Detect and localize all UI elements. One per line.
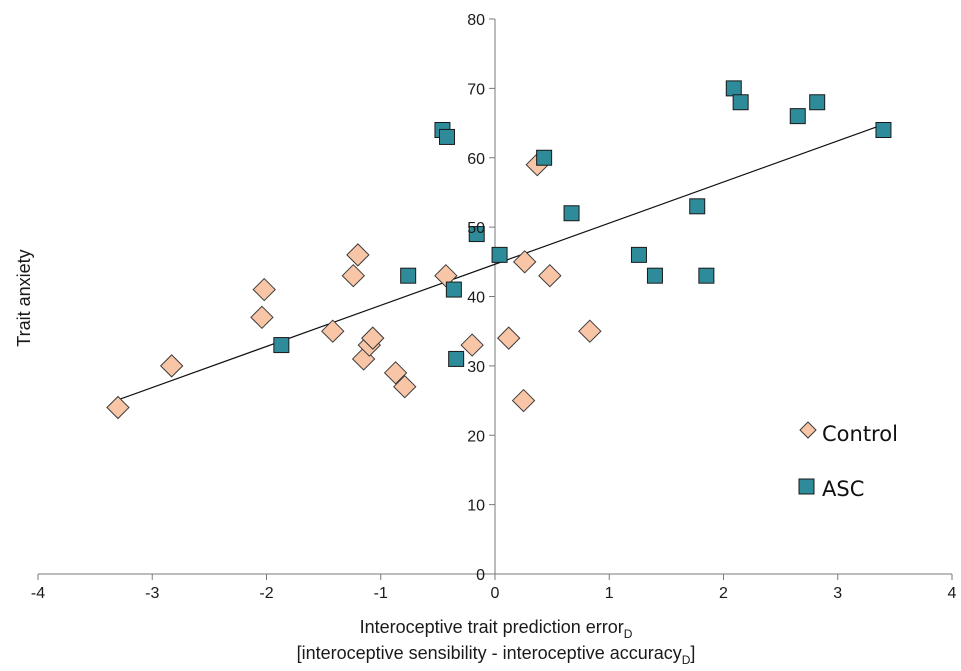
x-axis-title-second-subscript: D [682, 653, 691, 667]
asc-point [445, 281, 462, 298]
asc-point [789, 108, 806, 125]
y-tick-label: 30 [467, 359, 485, 376]
control-point [361, 326, 385, 350]
asc-point [732, 94, 749, 111]
asc-point [875, 122, 892, 138]
asc-point [646, 267, 663, 284]
asc-point [491, 246, 508, 263]
x-axis-title-second-a: [interoceptive sensibility - interocepti… [297, 643, 682, 663]
x-tick-label: -4 [31, 585, 45, 602]
x-tick-label: 1 [605, 585, 614, 602]
control-point [383, 361, 408, 385]
asc-point [439, 128, 456, 145]
x-axis-title-line2: [interoceptive sensibility - interocepti… [297, 643, 696, 667]
control-point [460, 333, 484, 357]
asc-point [400, 267, 417, 284]
legend: Control ASC [798, 421, 898, 501]
legend-asc-label: ASC [822, 477, 864, 501]
control-point [578, 319, 602, 343]
y-tick-label: 20 [467, 428, 485, 445]
y-tick-label: 10 [467, 498, 485, 515]
control-point [321, 319, 345, 343]
control-point [159, 354, 184, 378]
y-tick-label: 50 [467, 220, 485, 237]
axes [37, 18, 953, 580]
x-tick-label: 4 [948, 585, 957, 602]
y-tick-label: 80 [467, 12, 485, 29]
control-point [106, 395, 130, 420]
y-axis-title: Trait anxiety [14, 249, 34, 346]
asc-point [536, 149, 553, 166]
control-point [346, 243, 370, 267]
control-point [511, 388, 536, 413]
x-tick-label: 2 [719, 585, 728, 602]
x-axis-title-second-b: ] [690, 643, 695, 663]
control-point [341, 263, 366, 288]
asc-point [468, 226, 485, 243]
x-axis-title-main: Interoceptive trait prediction error [360, 617, 624, 637]
x-tick-label: 3 [833, 585, 842, 602]
asc-point [448, 350, 465, 367]
y-tick-label: 70 [467, 81, 485, 98]
asc-point [689, 198, 706, 215]
x-tick-label: -3 [145, 585, 159, 602]
y-tick-label: 40 [467, 290, 485, 307]
y-tick-label: 0 [476, 567, 485, 584]
control-point [252, 277, 276, 302]
x-axis-title-main-subscript: D [624, 627, 633, 641]
legend-asc-square-icon [798, 478, 815, 495]
data-points [106, 80, 892, 420]
control-point [538, 263, 562, 288]
control-point [393, 374, 417, 399]
asc-point [273, 337, 290, 354]
control-point [497, 326, 521, 350]
asc-point [563, 205, 580, 222]
legend-item-control: Control [799, 421, 898, 446]
legend-control-label: Control [822, 422, 898, 446]
x-tick-label: 0 [491, 585, 500, 602]
asc-point [630, 246, 647, 263]
asc-point [725, 80, 742, 97]
x-axis-title-line1: Interoceptive trait prediction errorD [360, 617, 633, 641]
asc-point [698, 267, 715, 284]
legend-item-asc: ASC [798, 477, 864, 501]
x-tick-label: -1 [374, 585, 388, 602]
x-tick-label: -2 [259, 585, 273, 602]
y-tick-label: 60 [467, 151, 485, 168]
control-point [512, 250, 537, 274]
asc-point [809, 94, 826, 111]
control-point [250, 305, 274, 330]
legend-control-diamond-icon [799, 421, 817, 439]
